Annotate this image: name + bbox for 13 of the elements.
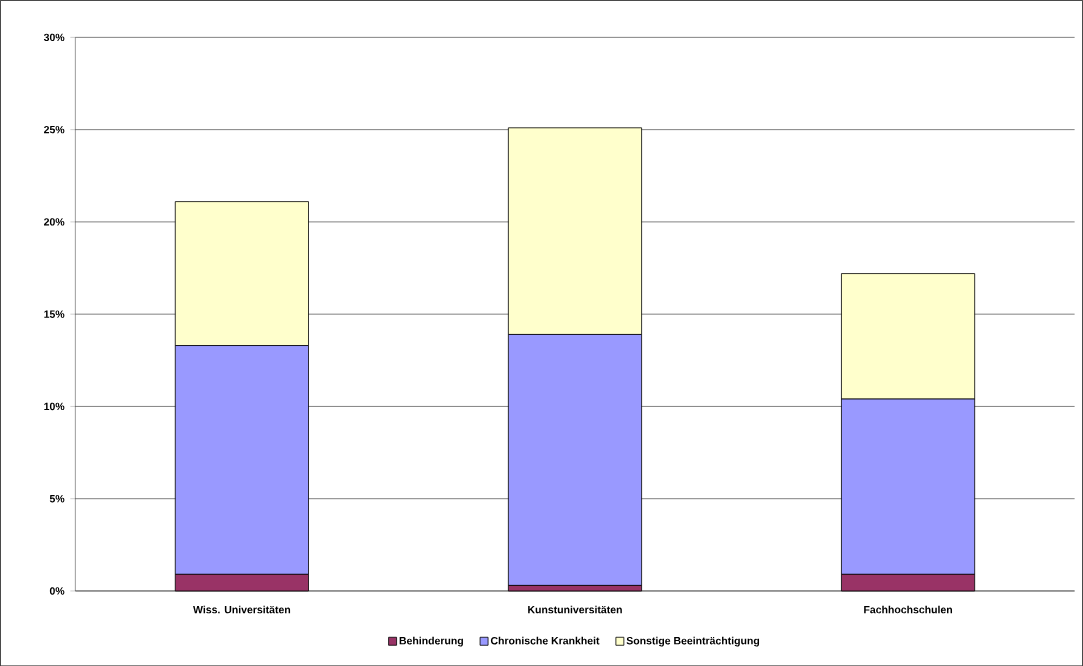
legend-label: Behinderung xyxy=(399,636,463,647)
y-tick-label: 0% xyxy=(49,587,65,595)
y-tick-label: 20% xyxy=(44,218,65,226)
y-tick-label: 5% xyxy=(49,494,65,503)
y-tick-label: 15% xyxy=(44,310,65,318)
y-tick-label: 25% xyxy=(44,125,65,134)
x-tick-label: Kunstuniversitäten xyxy=(528,605,622,614)
y-tick-label: 10% xyxy=(44,402,65,410)
legend-label: Sonstige Beeinträchtigung xyxy=(626,636,760,647)
x-tick-label: Fachhochschulen xyxy=(864,605,953,614)
x-tick-label: Wiss. Universitäten xyxy=(193,605,291,614)
legend-label: Chronische Krankheit xyxy=(490,636,600,645)
y-tick-label: 30% xyxy=(43,33,65,41)
